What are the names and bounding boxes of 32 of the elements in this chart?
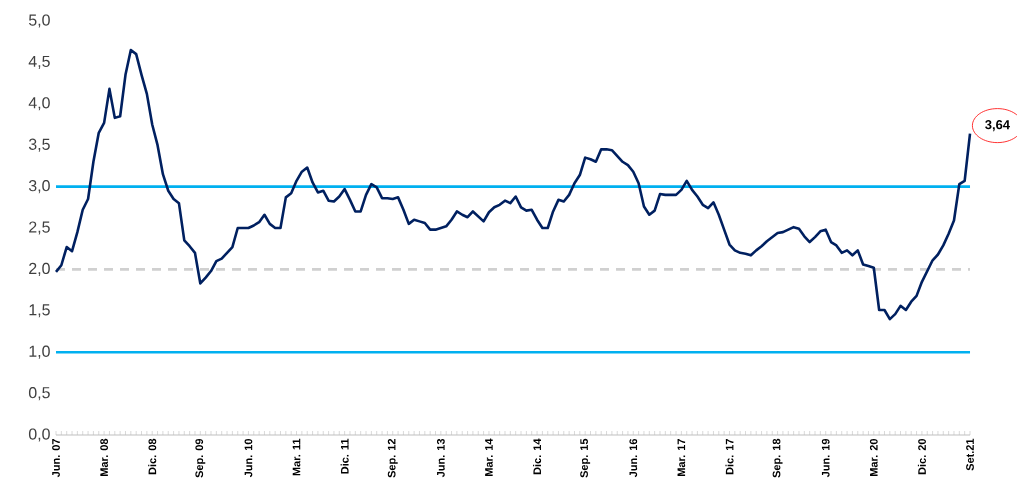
y-tick-label: 3,5	[28, 138, 50, 152]
y-tick-label: 3,0	[28, 180, 50, 194]
x-tick-label: Dic. 14	[533, 438, 542, 475]
y-tick-label: 4,5	[28, 55, 50, 69]
x-tick-label: Mar. 14	[485, 438, 493, 476]
y-tick-label: 0,5	[28, 387, 50, 401]
x-tick-label: Jun. 10	[244, 438, 253, 478]
x-tick-label: Mar. 08	[100, 438, 108, 476]
x-tick-label: Sep. 09	[195, 438, 206, 478]
x-tick-label: Mar. 17	[677, 439, 686, 476]
x-tick-label: Jun. 07	[52, 439, 60, 478]
annotation: 3,64	[985, 120, 1010, 132]
x-tick-label: Sep. 18	[772, 438, 783, 478]
x-tick-label: Mar. 20	[869, 438, 878, 476]
x-tick-label: Jun. 16	[629, 438, 638, 478]
x-tick-label: Dic. 17	[725, 439, 734, 475]
y-tick-label: 1,5	[29, 304, 50, 318]
x-tick-label: Jun. 19	[821, 438, 830, 478]
y-tick-label: 2,5	[29, 221, 50, 235]
x-tick-label: Dic. 08	[148, 438, 157, 475]
x-tick-label: Mar. 11	[292, 438, 301, 476]
y-tick-label: 1,0	[29, 345, 50, 359]
x-tick-label: Dic. 20	[917, 438, 926, 475]
x-tick-label: Sep. 12	[387, 438, 398, 478]
y-tick-label: 2,0	[29, 262, 50, 276]
x-tick-label: Jun. 13	[436, 438, 445, 478]
y-tick-label: 0,0	[28, 428, 50, 442]
y-tick-label: 5,0	[28, 14, 50, 28]
x-tick-label: Dic. 11	[340, 438, 349, 474]
x-tick-label: Sep. 15	[580, 438, 591, 478]
y-tick-label: 4,0	[28, 97, 50, 111]
x-tick-label: Set.21	[966, 438, 974, 471]
